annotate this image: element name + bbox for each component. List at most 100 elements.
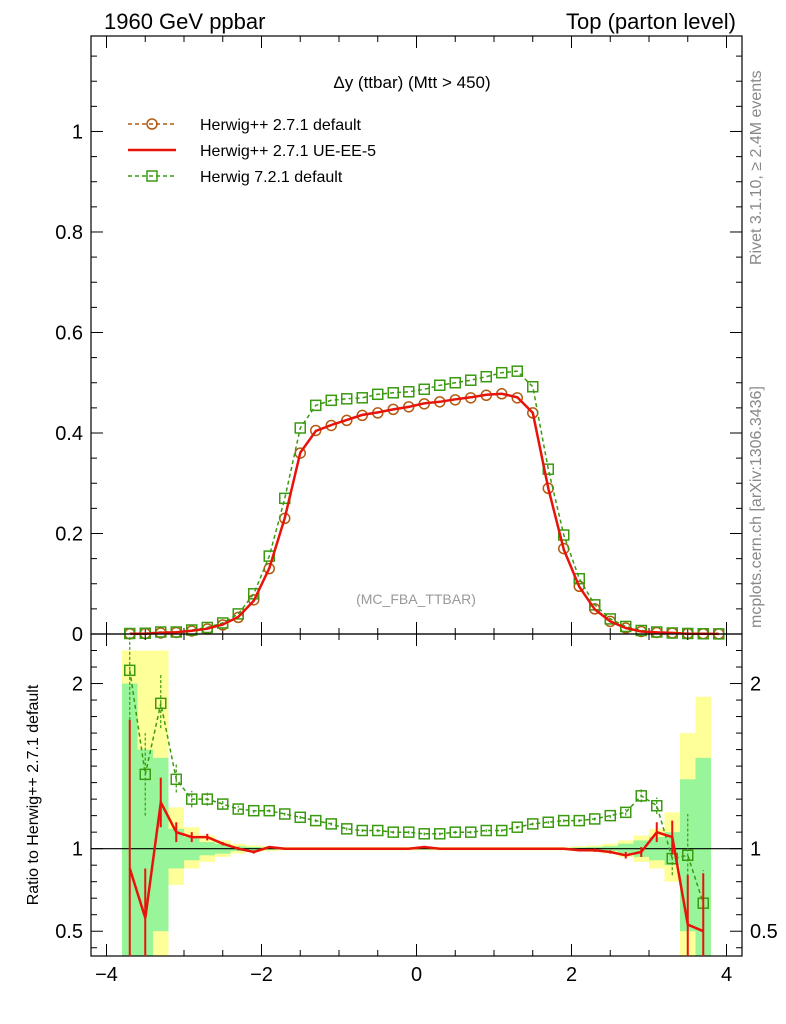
ratio-h7-point [573,814,585,827]
mc-uncertainty-bands [122,650,711,956]
series-h7-point [527,381,539,393]
legend-label-ueee5: Herwig++ 2.7.1 UE-EE-5 [200,143,376,160]
ratio-h7-point [310,814,322,827]
ratio-h7-point [201,793,213,805]
ratio-h7-point [170,773,182,786]
series-h7-point [294,422,306,434]
ratio-h7-point [294,811,306,824]
main-ytick-label: 0.2 [55,523,83,545]
legend: Herwig++ 2.7.1 default Herwig++ 2.7.1 UE… [128,117,376,186]
ratio-ytick-label-right: 1 [750,839,761,861]
ratio-ytick-label-right: 0.5 [750,921,778,943]
ratio-ytick-label-right: 2 [750,674,761,696]
ratio-h7-point [542,816,554,828]
ratio-h7-line [129,670,705,904]
main-ytick-label: 0.8 [55,222,83,244]
ratio-h7-point [356,824,368,837]
ratio-ylabel: Ratio to Herwig++ 2.7.1 default [25,684,42,905]
plot-title: Δy (ttbar) (Mtt > 450) [333,73,490,92]
band-green [695,757,711,956]
ratio-h7-point [124,664,136,677]
ratio-ytick-label-left: 0.5 [55,921,83,943]
ratio-h7-point [480,824,492,837]
ratio-h7-point [372,824,384,837]
series-h7-point [496,366,508,379]
ratio-h7-point [279,808,291,820]
series-h7-point [480,370,492,383]
ratio-h7-point [589,813,601,825]
ratio-h7-point [511,821,523,833]
series-h7-point [434,379,446,392]
main-frame [90,35,743,635]
legend-label-default: Herwig++ 2.7.1 default [200,117,362,134]
ratio-ytick-label-left: 1 [72,839,83,861]
ratio-xtick-label: 2 [566,964,577,986]
ratio-h7-point [403,826,415,838]
analysis-watermark: (MC_FBA_TTBAR) [356,591,476,607]
ratio-panel: −4 −2 0 2 4 0.5 0.5 1 1 2 2 [55,633,778,986]
series-default-point [325,419,337,432]
series-h7-point [465,374,477,386]
ratio-h7-point [527,818,539,830]
main-ytick-label: 0 [72,624,83,646]
main-ytick-label: 0.6 [55,322,83,344]
ratio-xtick-label: −4 [95,964,118,986]
ratio-h7-point [418,828,430,840]
ratio-h7-point [248,804,260,817]
ratio-xtick-label: −2 [250,964,273,986]
legend-label-h7: Herwig 7.2.1 default [200,169,343,186]
ratio-h7-point [387,826,399,838]
series-default-point [310,424,322,437]
ratio-h7-point [232,803,244,815]
legend-marker-circle [146,118,158,130]
ratio-h7-point [620,806,632,819]
series-h7-point [558,529,570,541]
main-ytick-label: 0.4 [55,423,83,445]
ratio-h7-point [217,798,229,810]
legend-entry-ueee5: Herwig++ 2.7.1 UE-EE-5 [128,143,376,160]
ratio-h7-point [635,790,647,802]
series-default-point [511,392,523,404]
ratio-h7-point [558,814,570,827]
series-h7-point [325,394,337,407]
main-panel: 0 0.2 0.4 0.6 0.8 1 [55,35,743,646]
ratio-h7-point [341,823,353,835]
ratio-h7-point [496,824,508,837]
main-ytick-label: 1 [72,121,83,143]
ratio-h7-point [263,804,275,817]
rivet-label: Rivet 3.1.10, ≥ 2.4M events [748,70,765,265]
series-h7-point [403,386,415,398]
ratio-h7-point [604,809,616,822]
series-h7-point [449,376,461,389]
series-h7-point [310,399,322,412]
source-label: mcplots.cern.ch [arXiv:1306.3436] [748,386,765,628]
ratio-ytick-label-left: 2 [72,674,83,696]
series-h7-point [341,393,353,405]
legend-entry-default: Herwig++ 2.7.1 default [128,117,362,134]
series-h7-point [356,392,368,404]
series-h7-point [418,383,430,396]
ratio-h7-point [682,849,694,862]
series-ueee5-line [129,392,719,636]
ratio-h7-point [186,793,198,805]
legend-marker-square [146,170,158,182]
series-h7-point [511,365,523,377]
ratio-h7-point [139,768,151,781]
band-green [153,757,169,932]
ratio-ueee5-line [128,798,704,933]
series-h7-point [372,388,384,401]
ratio-h7-point [651,799,663,812]
ratio-xtick-label: 4 [721,964,732,986]
ratio-h7-point [465,826,477,838]
ratio-h7-point [434,828,446,840]
header-left: 1960 GeV ppbar [104,9,265,34]
header-right: Top (parton level) [566,9,736,34]
legend-entry-h7: Herwig 7.2.1 default [128,169,343,186]
ratio-h7-point [449,826,461,838]
ratio-h7-point [155,697,167,710]
ratio-xtick-label: 0 [411,964,422,986]
series-h7-point [232,608,244,620]
ratio-h7-point [325,818,337,830]
series-h7-point [387,387,399,399]
